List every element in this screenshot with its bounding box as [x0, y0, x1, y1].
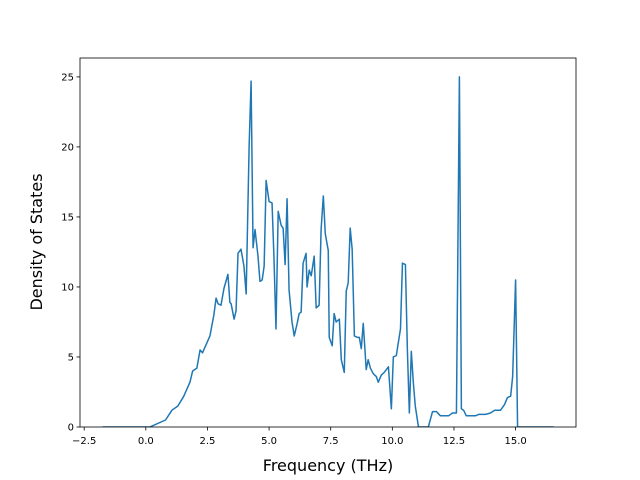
x-tick-label: 15.0 — [504, 436, 526, 447]
y-tick-label: 20 — [61, 142, 74, 153]
x-tick-label: 5.0 — [261, 436, 277, 447]
x-axis-label: Frequency (THz) — [263, 456, 393, 475]
plot-frame — [79, 57, 577, 428]
x-tick-label: 2.5 — [199, 436, 215, 447]
x-tick-label: 0.0 — [138, 436, 154, 447]
x-tick-label: 10.0 — [381, 436, 403, 447]
y-tick-label: 10 — [61, 282, 74, 293]
x-tick-label: 7.5 — [323, 436, 339, 447]
y-axis-label: Density of States — [27, 173, 46, 310]
y-tick-label: 0 — [68, 423, 74, 434]
x-tick-label: 12.5 — [443, 436, 465, 447]
y-tick-label: 15 — [61, 212, 74, 223]
line — [102, 76, 554, 427]
y-tick-label: 25 — [61, 72, 74, 83]
x-tick-label: −2.5 — [72, 436, 96, 447]
y-tick-label: 5 — [68, 352, 74, 363]
